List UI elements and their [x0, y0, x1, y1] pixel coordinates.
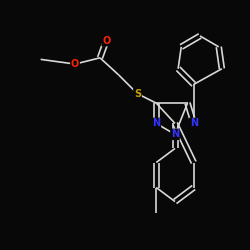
- Text: N: N: [190, 118, 198, 128]
- Text: N: N: [152, 118, 160, 128]
- Text: N: N: [171, 130, 179, 140]
- Text: O: O: [71, 59, 79, 69]
- Text: O: O: [102, 36, 110, 46]
- Text: S: S: [134, 89, 141, 99]
